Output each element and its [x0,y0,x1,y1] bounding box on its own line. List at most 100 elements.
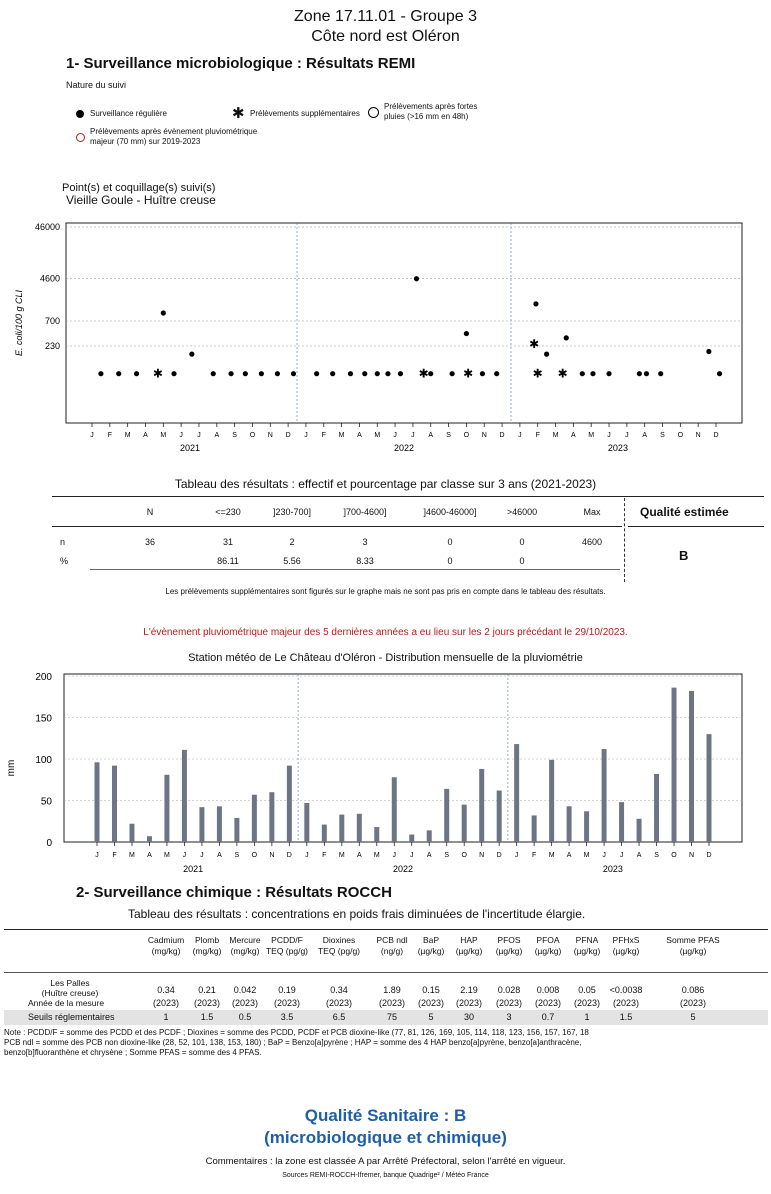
regular-point [643,371,650,377]
regular-point [590,371,596,377]
bar-month-label: J [183,852,187,859]
scatter-ytick: 700 [45,316,60,326]
chem-value-cell: 0.19 [278,985,296,995]
rain-bar [356,813,362,842]
scatter-month-label: J [90,432,94,439]
bar-month-label: N [269,852,274,859]
chem-year-cell: (2023) [612,998,639,1008]
regular-point [189,351,195,357]
extra-point: ✱ [463,367,473,381]
scatter-month-label: F [108,432,112,439]
scatter-month-label: J [179,432,183,439]
points-label: Point(s) et coquillage(s) suivi(s) [62,182,216,194]
rain-bar [216,806,222,842]
scatter-month-label: J [197,432,201,439]
regular-point [160,310,166,316]
scatter-month-label: N [696,432,701,439]
rain-bar [129,823,135,842]
threshold-band [4,1010,768,1025]
regular-point [171,371,177,377]
bar-ylabel: mm [6,760,17,777]
scatter-month-label: A [571,432,576,439]
table-top-rule [52,496,764,497]
results-cell: 0 [519,537,525,547]
rain-bar [706,734,712,842]
regular-point [413,276,420,282]
bar-month-label: A [147,852,152,859]
rain-bar [409,834,415,842]
bar-month-label: O [671,852,677,859]
chem-col-header: PFOA (µg/kg) [534,935,562,956]
scatter-month-label: J [625,432,629,439]
chem-year-cell: (2023) [573,998,600,1008]
scatter-month-label: M [553,432,559,439]
bar-month-label: A [357,852,362,859]
chem-col-header: PCDD/F TEQ (pg/g) [265,935,309,956]
chem-col-header: Cadmium (mg/kg) [147,935,185,956]
scatter-month-label: N [268,432,273,439]
chem-value-cell: 0.05 [578,985,596,995]
chem-threshold-cell: 1.5 [200,1012,214,1022]
rain-bar [671,687,677,842]
scatter-month-label: A [642,432,647,439]
scatter-month-label: S [446,432,451,439]
chem-col-header: PFNA (µg/kg) [573,935,601,956]
scatter-month-label: M [374,432,380,439]
chem-threshold-cell: 5 [428,1012,434,1022]
scatter-month-label: F [536,432,540,439]
regular-point [290,371,297,377]
scatter-month-label: D [286,432,291,439]
quality-rule [628,526,764,527]
bar-month-label: S [654,852,659,859]
chem-year-cell: (2023) [378,998,405,1008]
rain-bar [234,817,240,842]
regular-point [362,371,368,377]
chem-threshold-cell: 5 [690,1012,696,1022]
bar-month-label: F [112,852,116,859]
scatter-month-label: S [660,432,665,439]
bar-year-label: 2022 [393,864,413,874]
pct-underline [90,569,620,570]
scatter-month-label: S [232,432,237,439]
chem-col-header: Somme PFAS (µg/kg) [666,935,720,956]
rain-bar [181,749,187,842]
bar-month-label: D [287,852,292,859]
bar-month-label: M [374,852,380,859]
scatter-month-label: A [214,432,219,439]
regular-point [706,348,712,355]
bar-month-label: M [584,852,590,859]
legend-major: Prélèvements après évènement pluviométri… [90,127,258,146]
rain-bar [619,802,625,842]
scatter-month-label: J [607,432,611,439]
extra-point: ✱ [529,337,539,351]
rain-bar [514,744,520,842]
chem-threshold-cell: 30 [463,1012,474,1022]
bar-month-label: N [479,852,484,859]
rain-bar [269,792,275,842]
chem-note: Note : PCDD/F = somme des PCDD et des PC… [4,1028,589,1057]
chem-year-cell: (2023) [231,998,258,1008]
bar-month-label: O [252,852,258,859]
scatter-ytick: 4600 [40,274,60,284]
regular-point [449,371,455,377]
results-col-header: ]230-700] [272,507,312,517]
chem-col-header: HAP (µg/kg) [455,935,483,956]
bar-month-label: D [497,852,502,859]
results-row-label: % [60,556,69,566]
regular-point [533,301,539,307]
zone-title: Zone 17.11.01 - Groupe 3 [294,8,477,25]
rain-bar [251,794,257,842]
quality-divider [624,498,625,582]
asterisk-icon: ✱ [232,105,245,122]
chem-value-cell: <0.0038 [609,985,643,995]
regular-point [347,371,354,377]
results-col-header: >46000 [506,507,538,517]
scatter-ytick: 46000 [35,222,60,232]
chem-value-cell: 2.19 [460,985,478,995]
chem-col-header: PFOS (µg/kg) [495,935,523,956]
scatter-year-label: 2021 [180,443,200,453]
rain-bar [689,690,695,842]
chem-threshold-cell: 0.7 [541,1012,555,1022]
scatter-month-label: J [304,432,308,439]
rain-bar [164,774,170,842]
